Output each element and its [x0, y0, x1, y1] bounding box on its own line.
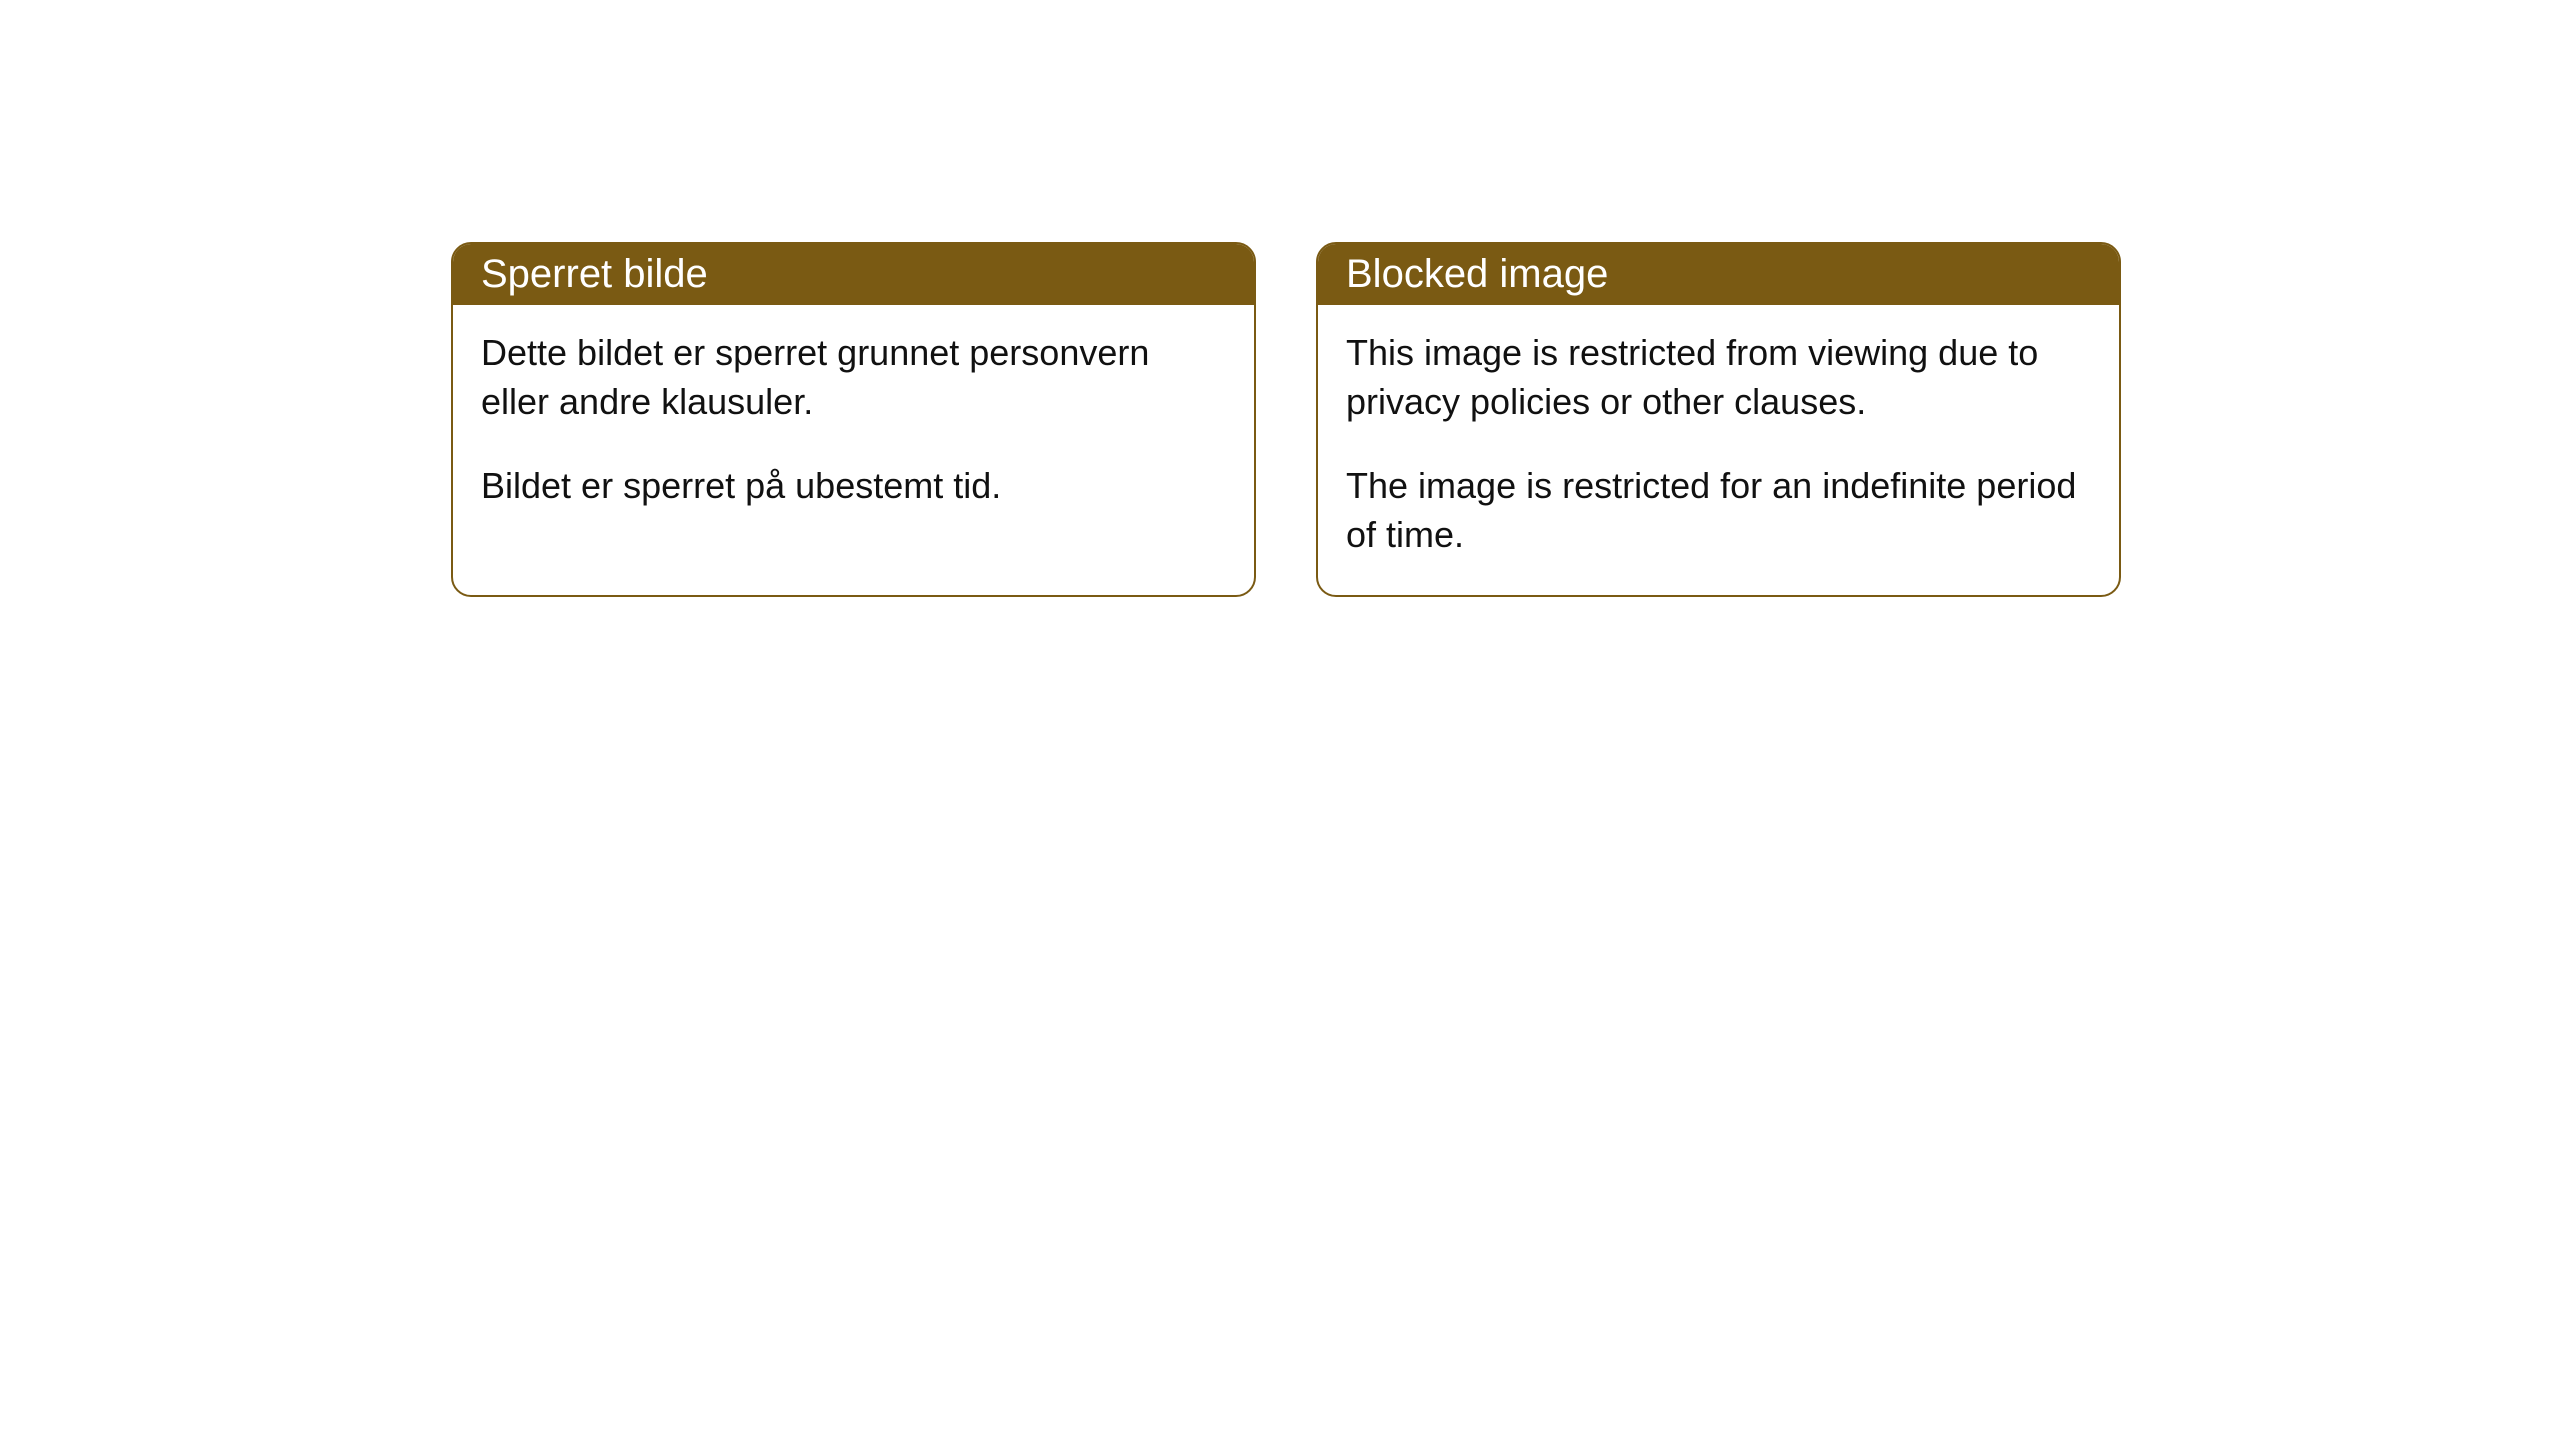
- cards-container: Sperret bilde Dette bildet er sperret gr…: [0, 0, 2560, 597]
- card-title-no: Sperret bilde: [453, 244, 1254, 305]
- card-body-no: Dette bildet er sperret grunnet personve…: [453, 305, 1254, 547]
- card-title-en: Blocked image: [1318, 244, 2119, 305]
- card-text-en-1: This image is restricted from viewing du…: [1346, 329, 2091, 426]
- card-text-en-2: The image is restricted for an indefinit…: [1346, 462, 2091, 559]
- card-text-no-2: Bildet er sperret på ubestemt tid.: [481, 462, 1226, 511]
- blocked-image-card-no: Sperret bilde Dette bildet er sperret gr…: [451, 242, 1256, 597]
- card-text-no-1: Dette bildet er sperret grunnet personve…: [481, 329, 1226, 426]
- card-body-en: This image is restricted from viewing du…: [1318, 305, 2119, 595]
- blocked-image-card-en: Blocked image This image is restricted f…: [1316, 242, 2121, 597]
